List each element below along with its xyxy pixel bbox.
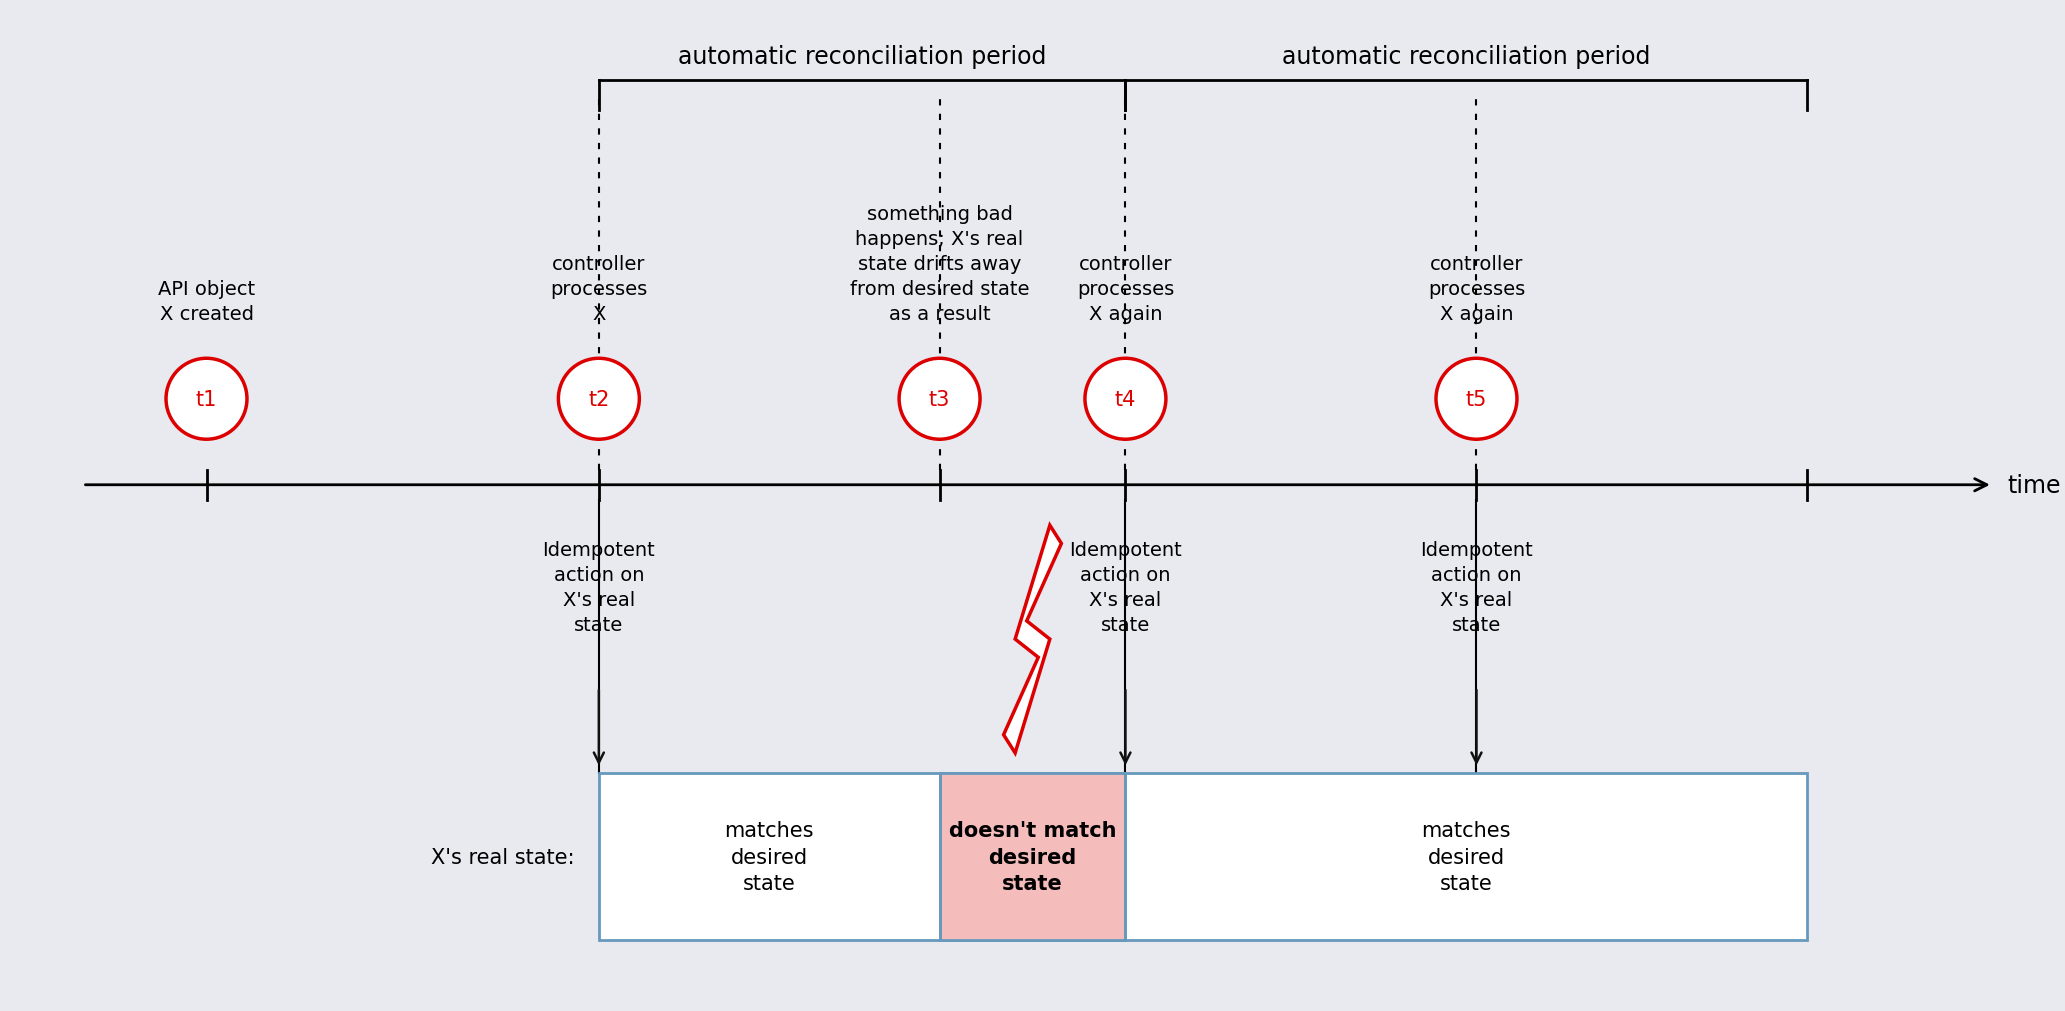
Polygon shape <box>1004 526 1061 753</box>
Text: something bad
happens; X's real
state drifts away
from desired state
as a result: something bad happens; X's real state dr… <box>851 204 1028 324</box>
Text: t1: t1 <box>196 389 217 409</box>
Ellipse shape <box>1084 359 1167 440</box>
Text: controller
processes
X: controller processes X <box>549 255 648 324</box>
Text: time: time <box>2007 473 2061 497</box>
Text: automatic reconciliation period: automatic reconciliation period <box>677 44 1047 69</box>
Text: Idempotent
action on
X's real
state: Idempotent action on X's real state <box>543 541 655 635</box>
Text: controller
processes
X again: controller processes X again <box>1076 255 1175 324</box>
Text: API object
X created: API object X created <box>157 280 256 324</box>
Text: Idempotent
action on
X's real
state: Idempotent action on X's real state <box>1070 541 1181 635</box>
Text: t5: t5 <box>1466 389 1487 409</box>
Text: matches
desired
state: matches desired state <box>1421 821 1512 893</box>
Text: t2: t2 <box>589 389 609 409</box>
Text: automatic reconciliation period: automatic reconciliation period <box>1282 44 1650 69</box>
Text: X's real state:: X's real state: <box>432 847 574 866</box>
Text: t3: t3 <box>929 389 950 409</box>
Text: doesn't match
desired
state: doesn't match desired state <box>948 821 1117 893</box>
Ellipse shape <box>1435 359 1518 440</box>
Text: t4: t4 <box>1115 389 1136 409</box>
Text: controller
processes
X again: controller processes X again <box>1427 255 1526 324</box>
Bar <box>940 773 1125 940</box>
Text: Idempotent
action on
X's real
state: Idempotent action on X's real state <box>1421 541 1532 635</box>
Ellipse shape <box>165 359 248 440</box>
Ellipse shape <box>558 359 640 440</box>
Ellipse shape <box>898 359 981 440</box>
Text: matches
desired
state: matches desired state <box>725 821 814 893</box>
Bar <box>599 773 1807 940</box>
